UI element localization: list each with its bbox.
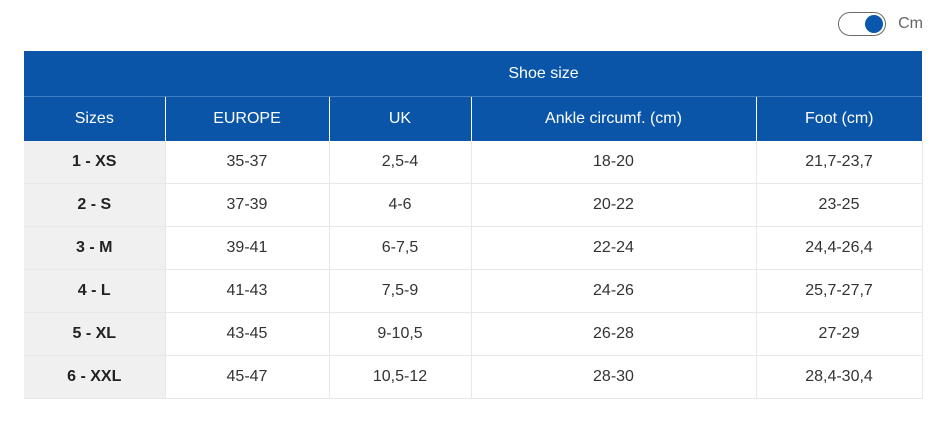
- size-cell: 6 - XXL: [24, 355, 165, 399]
- foot-cell: 21,7-23,7: [755, 141, 923, 184]
- header-uk: UK: [328, 96, 471, 141]
- foot-cell: 27-29: [755, 312, 923, 356]
- europe-cell: 37-39: [164, 183, 329, 227]
- europe-cell: 41-43: [164, 269, 329, 313]
- uk-cell: 4-6: [328, 183, 471, 227]
- foot-cell: 24,4-26,4: [755, 226, 923, 270]
- ankle-cell: 24-26: [470, 269, 756, 313]
- table-title: Shoe size: [165, 51, 923, 97]
- table-row: 5 - XL 43-45 9-10,5 26-28 27-29: [24, 312, 923, 356]
- uk-cell: 9-10,5: [328, 312, 471, 356]
- header-foot: Foot (cm): [755, 96, 923, 141]
- uk-cell: 7,5-9: [328, 269, 471, 313]
- foot-cell: 28,4-30,4: [755, 355, 923, 399]
- size-cell: 1 - XS: [24, 141, 165, 184]
- header-sizes: Sizes: [24, 96, 165, 141]
- uk-cell: 2,5-4: [328, 141, 471, 184]
- header-ankle: Ankle circumf. (cm): [470, 96, 756, 141]
- table-row: 2 - S 37-39 4-6 20-22 23-25: [24, 183, 923, 227]
- uk-cell: 10,5-12: [328, 355, 471, 399]
- table-title-row: Shoe size: [24, 51, 923, 97]
- size-table: Shoe size Sizes EUROPE UK Ankle circumf.…: [24, 51, 923, 399]
- europe-cell: 43-45: [164, 312, 329, 356]
- europe-cell: 35-37: [164, 141, 329, 184]
- cm-toggle-switch[interactable]: [838, 12, 887, 36]
- uk-cell: 6-7,5: [328, 226, 471, 270]
- table-row: 6 - XXL 45-47 10,5-12 28-30 28,4-30,4: [24, 355, 923, 399]
- ankle-cell: 26-28: [470, 312, 756, 356]
- unit-toggle: Cm: [838, 12, 923, 36]
- ankle-cell: 20-22: [470, 183, 756, 227]
- toggle-label: Cm: [898, 15, 923, 32]
- table-header-row: Sizes EUROPE UK Ankle circumf. (cm) Foot…: [24, 96, 923, 141]
- size-cell: 4 - L: [24, 269, 165, 313]
- table-row: 3 - M 39-41 6-7,5 22-24 24,4-26,4: [24, 226, 923, 270]
- foot-cell: 23-25: [755, 183, 923, 227]
- ankle-cell: 28-30: [470, 355, 756, 399]
- header-europe: EUROPE: [164, 96, 329, 141]
- europe-cell: 39-41: [164, 226, 329, 270]
- foot-cell: 25,7-27,7: [755, 269, 923, 313]
- empty-corner: [24, 51, 165, 97]
- ankle-cell: 22-24: [470, 226, 756, 270]
- ankle-cell: 18-20: [470, 141, 756, 184]
- europe-cell: 45-47: [164, 355, 329, 399]
- table-row: 1 - XS 35-37 2,5-4 18-20 21,7-23,7: [24, 141, 923, 184]
- size-cell: 3 - M: [24, 226, 165, 270]
- size-cell: 2 - S: [24, 183, 165, 227]
- table-row: 4 - L 41-43 7,5-9 24-26 25,7-27,7: [24, 269, 923, 313]
- toggle-knob: [865, 15, 884, 33]
- size-cell: 5 - XL: [24, 312, 165, 356]
